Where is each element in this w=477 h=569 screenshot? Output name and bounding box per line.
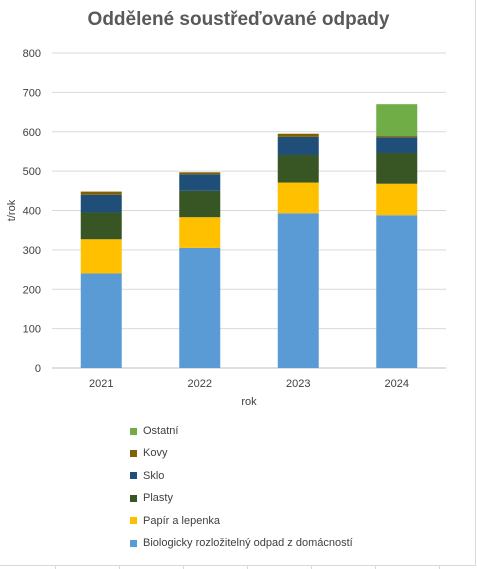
x-tick-label: 2023 — [286, 378, 310, 390]
bar-stack-2021 — [80, 191, 122, 368]
legend-item: Biologicky rozložitelný odpad z domácnos… — [130, 535, 353, 551]
legend-label: Papír a lepenka — [143, 514, 221, 527]
y-tick-labels: 0 100 200 300 400 500 600 700 800 — [23, 48, 41, 375]
legend-swatch — [130, 539, 137, 547]
x-tick-label: 2021 — [89, 378, 113, 390]
legend-label: Sklo — [143, 469, 165, 482]
legend-item: Kovy — [130, 445, 167, 461]
x-tick-label: 2022 — [188, 378, 212, 390]
x-axis-label: rok — [241, 396, 257, 408]
y-tick-label: 400 — [23, 206, 41, 218]
y-tick-label: 300 — [23, 245, 41, 257]
bar-segment — [277, 213, 319, 368]
bar-segment — [80, 239, 122, 274]
bar-segment — [277, 133, 319, 137]
bar-segment — [179, 217, 221, 248]
bar-segment — [179, 247, 221, 368]
bar-segment — [80, 212, 122, 240]
bar-stack-2024 — [376, 104, 418, 368]
x-tick-labels: 2021 2022 2023 2024 — [89, 378, 409, 390]
bar-segment — [80, 273, 122, 368]
legend-swatch — [130, 494, 137, 502]
y-tick-label: 200 — [23, 284, 41, 296]
y-tick-label: 100 — [23, 324, 41, 336]
chart-title: Oddělené soustřeďované odpady — [87, 9, 390, 30]
bar-segment — [376, 215, 418, 368]
y-tick-label: 600 — [23, 127, 41, 139]
legend-item: Ostatní — [130, 423, 178, 439]
legend-swatch — [130, 427, 137, 435]
bar-segment — [80, 191, 122, 195]
bar-segment — [376, 183, 418, 216]
bar-segment — [80, 194, 122, 213]
x-tick-label: 2024 — [385, 378, 409, 390]
y-axis-label: t/rok — [6, 199, 18, 221]
legend-item: Papír a lepenka — [130, 513, 220, 529]
bar-segment — [179, 174, 221, 191]
legend-item: Sklo — [130, 468, 164, 484]
frame-ticks — [0, 565, 477, 569]
y-tick-label: 0 — [35, 363, 41, 375]
legend-swatch — [130, 517, 137, 525]
legend-swatch — [130, 472, 137, 480]
bar-segment — [376, 104, 418, 137]
legend-label: Kovy — [143, 447, 168, 460]
legend-item: Plasty — [130, 490, 173, 506]
bar-segment — [277, 182, 319, 214]
y-tick-label: 500 — [23, 166, 41, 178]
bar-stack-2022 — [179, 172, 221, 368]
bar-segment — [376, 136, 418, 138]
bar-segment — [376, 137, 418, 154]
bar-segment — [277, 154, 319, 183]
bar-segment — [277, 136, 319, 155]
y-tick-label: 700 — [23, 87, 41, 99]
legend-label: Biologicky rozložitelný odpad z domácnos… — [143, 537, 353, 549]
legend-label: Plasty — [143, 492, 173, 505]
bar-segment — [376, 153, 418, 184]
bars — [80, 104, 418, 368]
bar-segment — [179, 172, 221, 175]
bar-segment — [179, 190, 221, 218]
legend-label: Ostatní — [143, 425, 179, 437]
y-tick-label: 800 — [23, 48, 41, 60]
legend-swatch — [130, 449, 137, 457]
bar-stack-2023 — [277, 133, 319, 368]
